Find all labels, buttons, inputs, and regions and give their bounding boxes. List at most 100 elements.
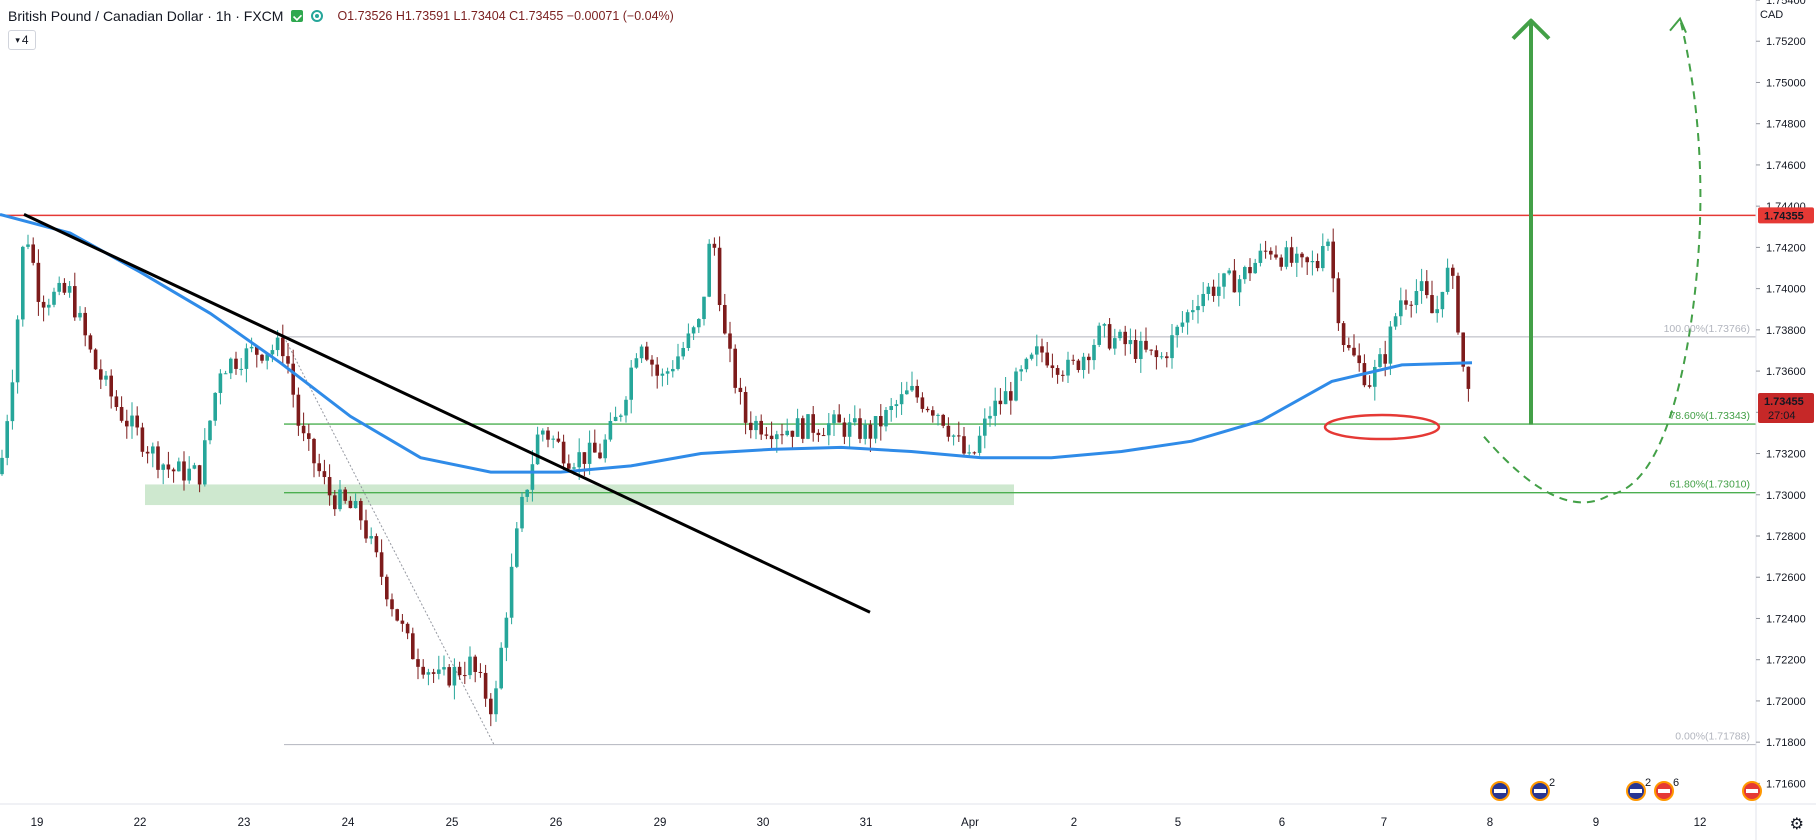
candle-body — [899, 394, 904, 405]
candle-body — [177, 461, 181, 472]
candle-body — [21, 246, 25, 320]
candle-body — [1393, 316, 1398, 327]
candle-body — [957, 435, 961, 437]
candle-body — [489, 698, 493, 715]
candle-body — [52, 291, 56, 305]
candle-body — [338, 489, 342, 510]
candle-body — [437, 669, 441, 674]
fib-level-label: 0.00%(1.71788) — [1675, 731, 1750, 743]
candle-body — [1196, 306, 1200, 311]
candle-body — [1118, 331, 1122, 339]
candle-body — [234, 358, 238, 369]
candle-body — [1113, 338, 1117, 349]
candle-body — [712, 243, 717, 248]
candle-body — [452, 666, 457, 686]
candle-body — [920, 397, 925, 409]
y-tick-label: 1.74000 — [1766, 284, 1806, 296]
candle-body — [1466, 366, 1471, 389]
candle-body — [530, 464, 535, 490]
indicator-collapse-button[interactable]: ▾ 4 — [8, 30, 36, 50]
candle-body — [634, 358, 639, 368]
y-tick-label: 1.72800 — [1766, 531, 1806, 543]
candle-body — [26, 244, 30, 247]
candle-body — [1279, 257, 1283, 267]
candle-body — [821, 435, 826, 437]
candle-body — [218, 373, 223, 393]
candle-body — [1237, 279, 1242, 293]
resistance-price-tag-box — [1758, 207, 1814, 224]
candle-body — [504, 617, 509, 648]
support-zone — [145, 484, 1014, 506]
candle-body — [582, 452, 587, 464]
x-tick-label: 2 — [1071, 817, 1077, 829]
candle-body — [972, 452, 977, 454]
candle-body — [1170, 335, 1174, 359]
candle-body — [1107, 324, 1112, 349]
candle-body — [733, 348, 737, 388]
candle-body — [884, 409, 888, 427]
y-tick-label: 1.75200 — [1766, 36, 1806, 48]
candle-body — [1461, 332, 1465, 367]
candle-body — [286, 356, 290, 364]
candle-body — [125, 420, 129, 427]
candle-body — [1024, 358, 1029, 370]
flag-ca-icon-stripe — [1658, 789, 1670, 793]
candle-body — [749, 422, 753, 431]
candle-body — [806, 414, 810, 439]
candle-body — [910, 385, 914, 391]
candle-body — [660, 373, 665, 376]
candle-body — [842, 422, 847, 437]
candle-body — [629, 367, 633, 400]
eye-icon[interactable] — [311, 10, 324, 22]
candle-body — [1066, 359, 1070, 376]
candle-body — [1367, 385, 1372, 387]
time-axis: 19 22 23 24 25 26 29 30 31 Apr 2 5 6 7 8 9 122 2 6 — [0, 777, 1816, 829]
ohlc-values: O1.73526 H1.73591 L1.73404 C1.73455 −0.0… — [337, 9, 674, 23]
candle-body — [463, 675, 467, 677]
price-axis: 1.754001.752001.750001.748001.746001.744… — [1755, 0, 1814, 840]
candle-body — [1388, 326, 1393, 364]
candle-body — [1248, 267, 1252, 274]
gear-icon[interactable]: ⚙ — [1789, 816, 1804, 833]
candle-body — [1050, 365, 1055, 369]
candle-body — [1128, 340, 1133, 345]
candle-body — [62, 282, 67, 293]
x-tick-label: 19 — [31, 817, 44, 829]
candle-body — [936, 414, 940, 416]
symbol-title[interactable]: British Pound / Canadian Dollar · 1h · F… — [8, 8, 284, 24]
candle-body — [1201, 293, 1205, 307]
candle-body — [1180, 322, 1185, 327]
candle-body — [156, 446, 160, 470]
candle-body — [10, 382, 15, 422]
candle-body — [1409, 304, 1413, 306]
candle-body — [977, 435, 982, 453]
candle-body — [1092, 344, 1096, 361]
candle-body — [535, 434, 540, 465]
candle-body — [1123, 331, 1127, 345]
currency-label: CAD — [1760, 9, 1783, 21]
candle-body — [738, 387, 743, 393]
candle-body — [353, 500, 358, 509]
x-tick-label: Apr — [961, 817, 979, 829]
candle-body — [78, 312, 82, 318]
candle-body — [229, 358, 233, 374]
candle-body — [1326, 241, 1330, 247]
candle-body — [1222, 273, 1226, 287]
candle-body — [1357, 355, 1361, 364]
candle-body — [650, 359, 654, 365]
x-tick-label: 25 — [446, 817, 459, 829]
y-tick-label: 1.72000 — [1766, 696, 1806, 708]
candle-body — [1341, 323, 1346, 346]
check-square-icon[interactable] — [291, 10, 304, 22]
candle-body — [1373, 366, 1377, 387]
y-tick-label: 1.72600 — [1766, 572, 1806, 584]
candle-body — [187, 468, 191, 481]
candle-body — [41, 301, 46, 308]
candle-body — [57, 282, 61, 292]
candle-body — [1097, 325, 1101, 345]
candle-body — [390, 599, 394, 610]
candle-body — [1087, 356, 1091, 361]
calendar-event-count: 6 — [1673, 777, 1679, 789]
candle-body — [359, 500, 363, 521]
